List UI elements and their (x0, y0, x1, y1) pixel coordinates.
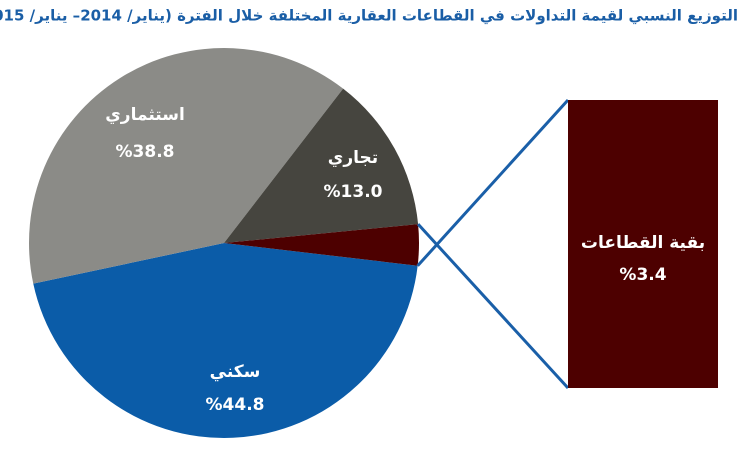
chart-title: التوزيع النسبي لقيمة التداولات في القطاع… (0, 7, 738, 25)
bar-label: بقية القطاعات (581, 233, 705, 253)
detail-bar (568, 100, 718, 388)
connector (416, 98, 570, 267)
slice-value: %38.8 (116, 142, 175, 162)
connector (416, 223, 570, 390)
bar-value: %3.4 (619, 265, 666, 285)
pie-slice (29, 47, 344, 284)
slice-value: %13.0 (324, 182, 383, 202)
pie-slice (224, 88, 419, 243)
slice-label: سكني (210, 362, 261, 382)
pie-slice (33, 243, 418, 439)
slice-value: %44.8 (206, 395, 265, 415)
slice-label: استثماري (105, 105, 185, 125)
pie-slice (224, 224, 420, 266)
slice-label: تجاري (328, 148, 378, 168)
